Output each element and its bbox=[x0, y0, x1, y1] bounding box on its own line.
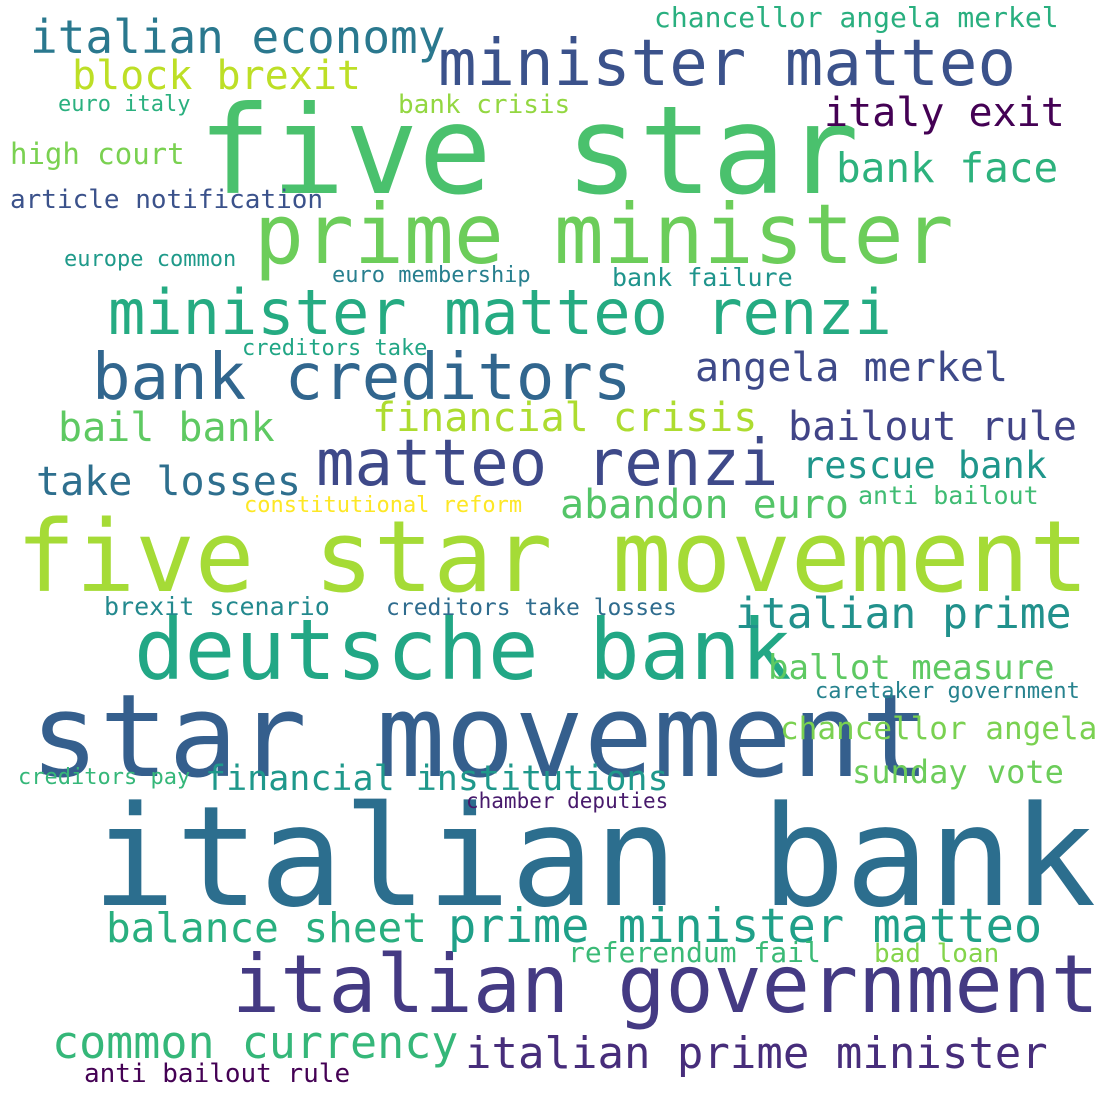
word-bank-creditors: bank creditors bbox=[92, 341, 632, 415]
word-prime-minister: prime minister bbox=[254, 186, 954, 283]
word-italian-government: italian government bbox=[232, 938, 1099, 1031]
word-financial-institutions: financial institutions bbox=[205, 759, 669, 799]
word-bank-crisis: bank crisis bbox=[398, 90, 571, 120]
word-balance-sheet: balance sheet bbox=[106, 904, 427, 952]
word-bailout-rule: bailout rule bbox=[788, 404, 1077, 450]
word-five-star-movement: five star movement bbox=[16, 500, 1089, 615]
word-take-losses: take losses bbox=[36, 459, 301, 505]
word-anti-bailout-rule: anti bailout rule bbox=[84, 1059, 351, 1089]
word-deutsche-bank: deutsche bank bbox=[134, 601, 792, 699]
word-block-brexit: block brexit bbox=[72, 53, 361, 99]
word-matteo-renzi: matteo renzi bbox=[316, 427, 779, 501]
word-bail-bank: bail bank bbox=[58, 405, 275, 451]
word-abandon-euro: abandon euro bbox=[560, 482, 849, 528]
word-financial-crisis: financial crisis bbox=[372, 395, 758, 441]
word-euro-membership: euro membership bbox=[332, 263, 531, 288]
word-common-currency: common currency bbox=[52, 1016, 459, 1069]
word-star-movement: star movement bbox=[30, 670, 931, 804]
word-sunday-vote: sunday vote bbox=[852, 753, 1064, 791]
word-angela-merkel: angela merkel bbox=[695, 345, 1009, 391]
word-italy-exit: italy exit bbox=[824, 90, 1065, 136]
word-bank-face: bank face bbox=[836, 144, 1059, 192]
word-euro-italy: euro italy bbox=[58, 92, 191, 117]
word-high-court: high court bbox=[10, 137, 185, 171]
word-brexit-scenario: brexit scenario bbox=[104, 592, 330, 621]
word-creditors-pay: creditors pay bbox=[18, 765, 191, 790]
word-prime-minister-matteo: prime minister matteo bbox=[448, 899, 1043, 954]
word-five-star: five star bbox=[198, 80, 860, 222]
word-italian-bank: italian bank bbox=[92, 776, 1097, 938]
word-creditors-take: creditors take bbox=[242, 336, 428, 361]
word-italian-prime: italian prime bbox=[735, 589, 1072, 639]
word-rescue-bank: rescue bank bbox=[802, 444, 1048, 487]
word-anti-bailout: anti bailout bbox=[858, 481, 1039, 510]
word-creditors-take-losses: creditors take losses bbox=[386, 595, 677, 621]
word-minister-matteo: minister matteo bbox=[438, 27, 1016, 101]
word-ballot-measure: ballot measure bbox=[768, 648, 1055, 688]
word-chancellor-angela-merkel: chancellor angela merkel bbox=[654, 1, 1059, 34]
word-bad-loan: bad loan bbox=[874, 939, 1000, 969]
word-constitutional-reform: constitutional reform bbox=[244, 493, 523, 518]
word-italian-prime-minister: italian prime minister bbox=[465, 1028, 1048, 1079]
word-referendum-fail: referendum fail bbox=[568, 936, 821, 969]
word-europe-common: europe common bbox=[64, 247, 237, 272]
word-chancellor-angela: chancellor angela bbox=[780, 711, 1098, 747]
word-caretaker-government: caretaker government bbox=[815, 679, 1080, 704]
word-italian-economy: italian economy bbox=[30, 10, 446, 64]
word-bank-failure: bank failure bbox=[612, 263, 793, 292]
word-chamber-deputies: chamber deputies bbox=[466, 789, 669, 813]
word-minister-matteo-renzi: minister matteo renzi bbox=[108, 276, 892, 349]
word-article-notification: article notification bbox=[10, 185, 324, 215]
